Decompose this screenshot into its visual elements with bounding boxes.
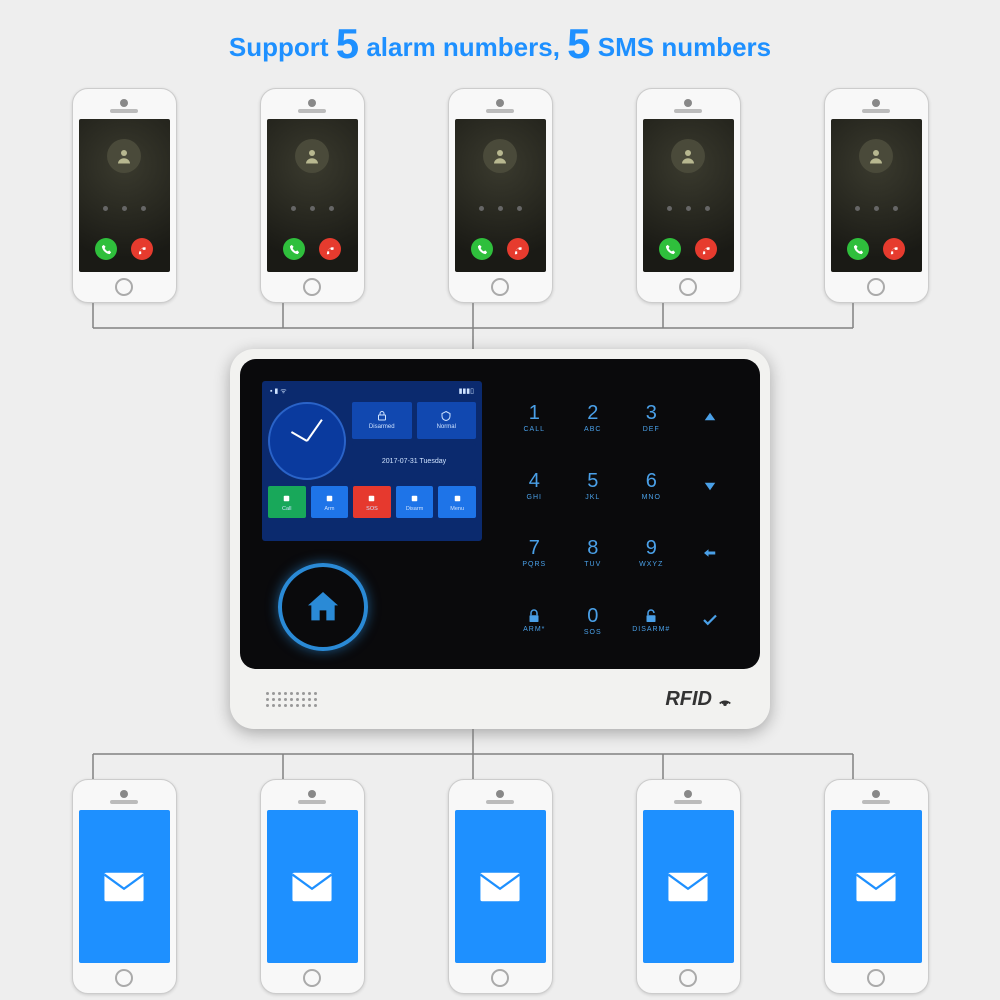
- answer-icon: [471, 238, 493, 260]
- caller-avatar-icon: [859, 139, 893, 173]
- key-8[interactable]: 8TUV: [565, 522, 622, 584]
- answer-icon: [283, 238, 305, 260]
- key-7[interactable]: 7PQRS: [506, 522, 563, 584]
- phone-call: [636, 88, 741, 303]
- alarm-hub: ▪ ▮ ᯤ▮▮▮▯ Disarmed Normal 2017-07-31 Tue…: [230, 349, 770, 729]
- home-button[interactable]: [278, 563, 368, 651]
- caller-avatar-icon: [671, 139, 705, 173]
- key-back[interactable]: [682, 522, 739, 584]
- clock-icon: [268, 402, 346, 480]
- key-5[interactable]: 5JKL: [565, 455, 622, 517]
- envelope-icon: [854, 871, 898, 903]
- envelope-icon: [478, 871, 522, 903]
- keypad: 1CALL2ABC3DEF 4GHI5JKL6MNO 7PQRS8TUV9WXYZ A…: [506, 381, 738, 651]
- phone-call: [448, 88, 553, 303]
- phone-call: [72, 88, 177, 303]
- phone-sms: [636, 779, 741, 994]
- caller-avatar-icon: [107, 139, 141, 173]
- key-6[interactable]: 6MNO: [623, 455, 680, 517]
- key-check[interactable]: [682, 590, 739, 652]
- phone-sms: [448, 779, 553, 994]
- phone-sms: [260, 779, 365, 994]
- decline-icon: [883, 238, 905, 260]
- phone-call: [824, 88, 929, 303]
- key-0[interactable]: 0SOS: [565, 590, 622, 652]
- hub-lcd-screen: ▪ ▮ ᯤ▮▮▮▯ Disarmed Normal 2017-07-31 Tue…: [262, 381, 482, 541]
- decline-icon: [131, 238, 153, 260]
- key-up[interactable]: [682, 387, 739, 449]
- decline-icon: [695, 238, 717, 260]
- connector-lines-top: [30, 303, 970, 353]
- rfid-label: RFID: [665, 688, 734, 711]
- phone-sms: [72, 779, 177, 994]
- key-9[interactable]: 9WXYZ: [623, 522, 680, 584]
- key-4[interactable]: 4GHI: [506, 455, 563, 517]
- speaker-grill: [266, 692, 317, 707]
- answer-icon: [95, 238, 117, 260]
- headline: Support 5 alarm numbers, 5 SMS numbers: [0, 0, 1000, 68]
- key-lock[interactable]: ARM*: [506, 590, 563, 652]
- phone-sms: [824, 779, 929, 994]
- key-2[interactable]: 2ABC: [565, 387, 622, 449]
- phone-call: [260, 88, 365, 303]
- key-1[interactable]: 1CALL: [506, 387, 563, 449]
- key-unlock[interactable]: DISARM#: [623, 590, 680, 652]
- phones-bottom-row: [0, 779, 1000, 994]
- caller-avatar-icon: [483, 139, 517, 173]
- decline-icon: [319, 238, 341, 260]
- phones-top-row: [0, 88, 1000, 303]
- envelope-icon: [666, 871, 710, 903]
- envelope-icon: [102, 871, 146, 903]
- key-3[interactable]: 3DEF: [623, 387, 680, 449]
- caller-avatar-icon: [295, 139, 329, 173]
- answer-icon: [847, 238, 869, 260]
- key-down[interactable]: [682, 455, 739, 517]
- decline-icon: [507, 238, 529, 260]
- answer-icon: [659, 238, 681, 260]
- connector-lines-bottom: [30, 729, 970, 779]
- envelope-icon: [290, 871, 334, 903]
